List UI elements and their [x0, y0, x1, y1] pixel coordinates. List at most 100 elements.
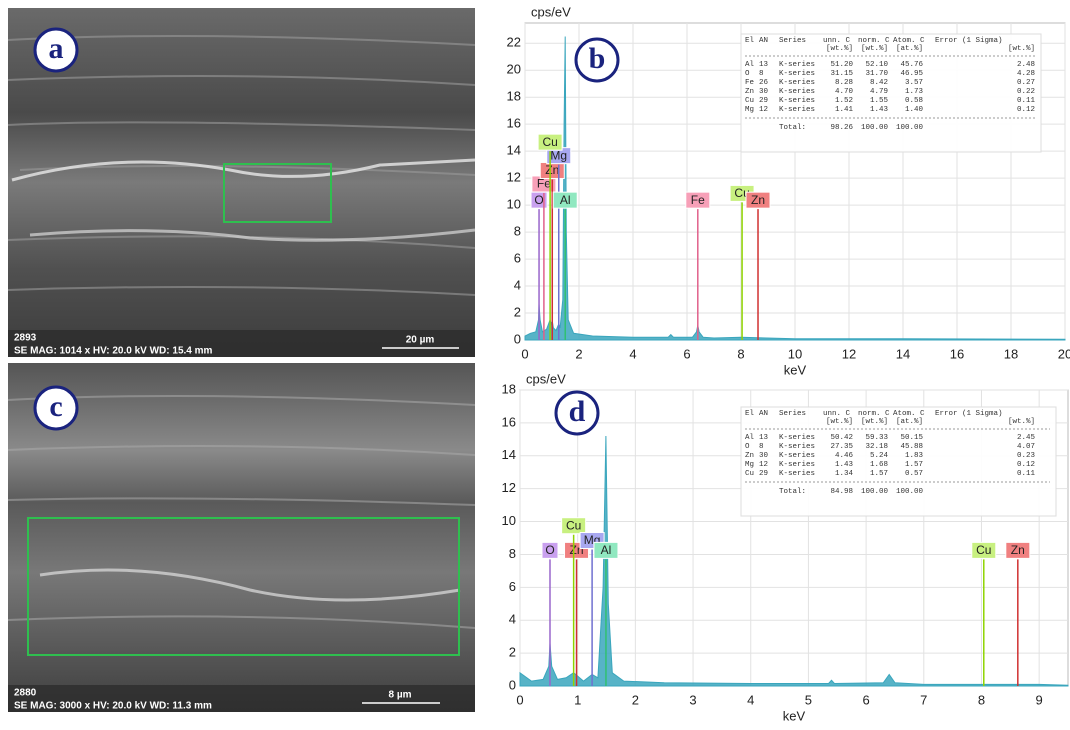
y-tick-label: 10	[502, 513, 516, 528]
element-label: Zn	[751, 193, 765, 207]
x-axis-title: keV	[784, 362, 807, 377]
table-cell: K-series	[779, 434, 815, 442]
x-tick-label: 8	[737, 346, 744, 361]
x-tick-label: 20	[1058, 346, 1070, 361]
table-cell: 4.07	[1017, 443, 1035, 451]
y-tick-label: 6	[514, 251, 521, 266]
table-header: norm. C	[858, 37, 890, 45]
table-cell: 1.43	[870, 106, 889, 114]
table-cell: 4.46	[835, 452, 854, 460]
table-cell: 3.57	[905, 79, 923, 87]
element-label: Al	[560, 193, 571, 207]
table-header: AN	[759, 37, 768, 45]
table-cell: 2.48	[1017, 61, 1035, 69]
table-total: 100.00	[896, 488, 924, 496]
table-cell: K-series	[779, 61, 815, 69]
table-cell: 26	[759, 79, 769, 87]
table-cell: 1.73	[905, 88, 924, 96]
y-tick-label: 8	[514, 224, 521, 239]
table-cell: 1.43	[835, 461, 854, 469]
y-tick-label: 18	[502, 381, 516, 396]
table-header: unn. C	[823, 37, 851, 45]
image-caption: SE MAG: 1014 x HV: 20.0 kV WD: 15.4 mm	[14, 346, 213, 357]
y-tick-label: 6	[509, 579, 516, 594]
y-tick-label: 20	[507, 62, 521, 77]
table-cell: 1.68	[870, 461, 888, 469]
table-total: Total:	[779, 488, 806, 496]
sem-image-a	[8, 8, 475, 357]
table-cell: K-series	[779, 470, 815, 478]
table-cell: 0.22	[1017, 88, 1035, 96]
table-header: unn. C	[823, 410, 851, 418]
y-tick-label: 10	[507, 197, 521, 212]
panel-label: d	[569, 395, 586, 428]
table-unit: [at.%]	[896, 45, 923, 53]
table-cell: 31.15	[830, 70, 853, 78]
table-cell: 8	[759, 70, 764, 78]
y-tick-label: 12	[507, 170, 521, 185]
image-id: 2880	[14, 688, 37, 699]
element-label: Fe	[691, 193, 705, 207]
table-cell: 45.88	[900, 443, 923, 451]
table-cell: 13	[759, 434, 769, 442]
y-tick-label: 0	[509, 677, 516, 692]
x-tick-label: 16	[950, 346, 964, 361]
table-header: norm. C	[858, 410, 890, 418]
y-tick-label: 14	[507, 143, 521, 158]
table-cell: 4.28	[1017, 70, 1035, 78]
x-tick-label: 2	[575, 346, 582, 361]
table-cell: 12	[759, 461, 768, 469]
table-unit: [wt.%]	[826, 45, 853, 53]
table-cell: 4.79	[870, 88, 888, 96]
table-cell: 1.55	[870, 97, 889, 105]
x-tick-label: 10	[788, 346, 802, 361]
x-axis-title: keV	[783, 708, 806, 723]
panel-label: c	[49, 390, 62, 423]
x-tick-label: 0	[516, 692, 523, 707]
x-tick-label: 12	[842, 346, 856, 361]
element-label: Cu	[976, 543, 991, 557]
y-tick-label: 12	[502, 480, 516, 495]
table-cell: K-series	[779, 461, 815, 469]
table-cell: K-series	[779, 79, 815, 87]
table-unit: [wt.%]	[1008, 418, 1035, 426]
table-total: 100.00	[861, 488, 889, 496]
table-cell: 46.95	[900, 70, 923, 78]
x-tick-label: 2	[632, 692, 639, 707]
table-cell: 29	[759, 470, 768, 478]
table-unit: [wt.%]	[861, 418, 888, 426]
table-cell: 29	[759, 97, 768, 105]
table-header: El	[745, 37, 755, 45]
table-cell: 12	[759, 106, 768, 114]
table-header: Atom. C	[893, 37, 925, 45]
image-id: 2893	[14, 333, 37, 344]
table-cell: 45.76	[900, 61, 923, 69]
x-tick-label: 6	[862, 692, 869, 707]
table-cell: 0.23	[1017, 452, 1036, 460]
table-header: Series	[779, 410, 806, 418]
y-tick-label: 18	[507, 89, 521, 104]
table-cell: Zn	[745, 452, 754, 460]
x-tick-label: 4	[747, 692, 754, 707]
sem-image-c	[8, 363, 475, 712]
element-label: Cu	[542, 135, 557, 149]
element-label: Cu	[566, 518, 581, 532]
y-tick-label: 8	[509, 546, 516, 561]
table-header: Error (1 Sigma)	[935, 410, 1003, 418]
table-cell: 1.57	[905, 461, 923, 469]
x-tick-label: 7	[920, 692, 927, 707]
element-label: Al	[601, 543, 612, 557]
table-cell: 8.42	[870, 79, 888, 87]
scale-label: 8 µm	[389, 690, 412, 701]
y-tick-label: 0	[514, 331, 521, 346]
table-cell: Cu	[745, 97, 754, 105]
table-cell: Al	[745, 61, 755, 69]
table-total: 100.00	[861, 124, 889, 132]
table-cell: 1.34	[835, 470, 854, 478]
figure: a2893SE MAG: 1014 x HV: 20.0 kV WD: 15.4…	[0, 0, 1070, 725]
table-cell: 59.33	[865, 434, 888, 442]
table-unit: [wt.%]	[861, 45, 888, 53]
table-cell: 8.28	[835, 79, 853, 87]
x-tick-label: 9	[1036, 692, 1043, 707]
table-cell: Mg	[745, 461, 754, 469]
